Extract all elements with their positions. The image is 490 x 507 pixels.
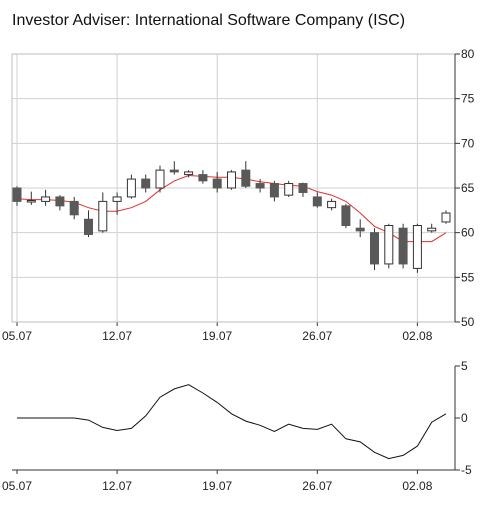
candle-body xyxy=(55,196,65,207)
x-tick-label: 02.08 xyxy=(402,329,432,343)
candle-body xyxy=(370,232,379,265)
x-tick-label: 19.07 xyxy=(202,479,232,493)
candle xyxy=(184,170,194,178)
y-tick-label: 75 xyxy=(461,92,475,106)
candle-body xyxy=(241,169,251,187)
y-tick-label: -5 xyxy=(461,463,472,477)
candle-body xyxy=(169,169,179,173)
candle xyxy=(98,192,108,233)
x-tick-label: 02.08 xyxy=(402,479,432,493)
candle-body xyxy=(12,187,22,202)
candle xyxy=(26,191,36,205)
candle xyxy=(427,223,437,233)
candle xyxy=(255,179,265,193)
candle xyxy=(212,171,222,193)
candle-body xyxy=(227,171,236,189)
candle-body xyxy=(212,178,222,189)
candle xyxy=(126,174,136,199)
candle-body xyxy=(398,227,408,265)
x-tick-label: 05.07 xyxy=(2,479,32,493)
candle xyxy=(441,210,451,224)
chart-title: Investor Adviser: International Software… xyxy=(12,12,406,29)
candle xyxy=(84,210,93,238)
candle xyxy=(198,170,208,184)
price-panel: 05.07 12.07 19.07 26.07 02.08 50 55 60 65 70 75 80 xyxy=(2,47,475,343)
candle xyxy=(355,219,365,238)
candle xyxy=(12,186,22,206)
y-tick-label: 55 xyxy=(461,270,475,284)
candle-body xyxy=(427,227,437,232)
candle xyxy=(298,182,308,197)
candle xyxy=(398,223,408,269)
candle xyxy=(141,174,151,193)
candle xyxy=(112,192,122,215)
candle-body xyxy=(98,200,108,232)
candle-body xyxy=(198,174,208,182)
candle xyxy=(69,196,79,220)
candle xyxy=(312,192,322,208)
candle-body xyxy=(441,212,451,223)
y-tick-label: 70 xyxy=(461,136,475,150)
x-tick-label: 05.07 xyxy=(2,329,32,343)
candle xyxy=(327,198,337,211)
x-tick-label: 19.07 xyxy=(202,329,232,343)
candle-body xyxy=(26,200,36,203)
y-tick-label: 80 xyxy=(461,47,475,61)
y-tick-label: 60 xyxy=(461,226,475,240)
candle-body xyxy=(41,196,51,202)
candle-body xyxy=(141,178,151,189)
x-tick-label: 26.07 xyxy=(302,479,332,493)
candle xyxy=(227,170,236,190)
candle-body xyxy=(269,183,279,198)
candle-body xyxy=(255,183,265,189)
candle-body xyxy=(84,218,93,235)
candle-body xyxy=(126,178,136,198)
candle xyxy=(241,161,251,188)
x-tick-label: 12.07 xyxy=(102,479,132,493)
candle-body xyxy=(341,205,351,227)
candle xyxy=(384,223,394,269)
candle xyxy=(41,189,51,206)
candle xyxy=(269,180,279,202)
candle-body xyxy=(298,183,308,193)
oscillator-panel: -5 0 5 05.07 12.07 19.07 26.07 02.08 xyxy=(2,359,472,493)
candle-body xyxy=(184,171,194,176)
candle-body xyxy=(327,200,337,209)
candle xyxy=(55,195,65,211)
x-tick-label: 12.07 xyxy=(102,329,132,343)
y-tick-label: 65 xyxy=(461,181,475,195)
candle xyxy=(412,223,422,273)
candle xyxy=(155,165,165,193)
candle-body xyxy=(384,225,394,265)
candle xyxy=(169,161,179,175)
candle-body xyxy=(112,196,122,202)
oscillator-line xyxy=(17,384,447,460)
candle-body xyxy=(355,227,365,232)
candle-body xyxy=(69,200,79,216)
candle-body xyxy=(412,225,422,269)
candle-body xyxy=(284,183,294,196)
y-tick-label: 0 xyxy=(461,411,468,425)
candle xyxy=(284,180,294,197)
candle xyxy=(341,204,351,229)
x-tick-label: 26.07 xyxy=(302,329,332,343)
y-tick-label: 5 xyxy=(461,359,468,373)
candle-body xyxy=(155,169,165,189)
candle-body xyxy=(312,196,322,207)
y-tick-label: 50 xyxy=(461,315,475,329)
candle xyxy=(370,228,379,271)
